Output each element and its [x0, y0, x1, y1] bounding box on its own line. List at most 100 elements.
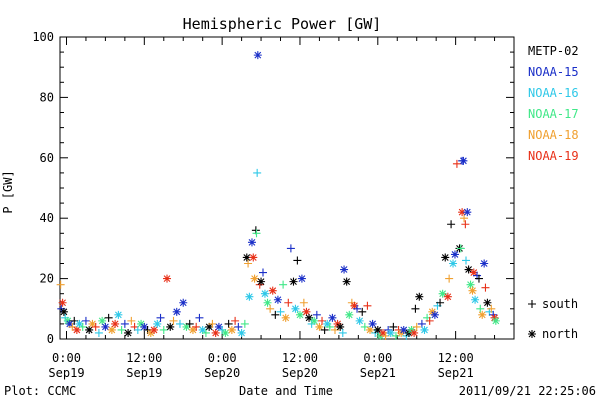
x-tick-time-label: 12:00	[438, 351, 474, 365]
south-point	[417, 319, 426, 328]
north-point	[85, 325, 94, 334]
north-point	[65, 319, 74, 328]
north-point	[443, 292, 452, 301]
north-point	[323, 319, 332, 328]
north-point	[373, 325, 382, 334]
south-point	[253, 168, 262, 177]
south-point	[78, 322, 87, 331]
north-point	[449, 259, 458, 268]
north-point	[227, 325, 236, 334]
north-point	[179, 298, 188, 307]
x-tick-time-label: 12:00	[282, 351, 318, 365]
north-point	[58, 298, 67, 307]
north-point	[249, 253, 258, 262]
north-point	[291, 304, 300, 313]
south-point	[244, 259, 253, 268]
north-point	[420, 325, 429, 334]
legend-entry: NOAA-16	[528, 86, 579, 100]
north-point	[289, 277, 298, 286]
south-point	[425, 316, 434, 325]
south-point	[271, 310, 280, 319]
north-point	[257, 277, 266, 286]
north-point	[247, 238, 256, 247]
y-tick-label: 20	[40, 272, 54, 286]
north-point	[63, 316, 72, 325]
south-point	[240, 319, 249, 328]
north-point	[368, 319, 377, 328]
marker-legend-entry: south	[528, 297, 578, 311]
north-point	[268, 286, 277, 295]
north-point	[483, 298, 492, 307]
north-point	[221, 328, 230, 337]
south-point	[312, 310, 321, 319]
south-point	[460, 214, 469, 223]
north-point	[172, 307, 181, 316]
north-point	[305, 313, 314, 322]
south-point	[456, 244, 465, 253]
south-point	[436, 298, 445, 307]
north-point	[302, 307, 311, 316]
x-tick-time-label: 0:00	[52, 351, 81, 365]
legend-entry: NOAA-18	[528, 128, 579, 142]
south-point	[325, 322, 334, 331]
south-point	[266, 304, 275, 313]
north-point	[250, 274, 259, 283]
south-point	[192, 322, 201, 331]
north-point	[214, 322, 223, 331]
north-point	[137, 319, 146, 328]
north-point	[328, 313, 337, 322]
y-axis-label: P [GW]	[1, 170, 15, 213]
north-point	[410, 328, 419, 337]
south-point	[56, 280, 65, 289]
north-point	[438, 289, 447, 298]
south-point	[411, 304, 420, 313]
north-point	[459, 156, 468, 165]
south-point	[169, 316, 178, 325]
chart-title: Hemispheric Power [GW]	[183, 15, 382, 33]
south-point	[81, 316, 90, 325]
south-point	[412, 322, 421, 331]
south-point	[120, 319, 129, 328]
north-marker-icon	[528, 330, 536, 338]
south-point	[293, 256, 302, 265]
south-marker-icon	[528, 300, 536, 308]
north-point	[466, 280, 475, 289]
north-point	[205, 322, 214, 331]
x-axis-label: Date and Time	[239, 384, 333, 398]
south-point	[284, 298, 293, 307]
x-tick-date-label: Sep20	[282, 366, 318, 380]
south-point	[320, 325, 329, 334]
y-tick-label: 60	[40, 151, 54, 165]
south-point	[286, 244, 295, 253]
south-point	[104, 313, 113, 322]
legend-entry: METP-02	[528, 44, 579, 58]
north-point	[188, 325, 197, 334]
south-point	[358, 307, 367, 316]
south-point	[474, 274, 483, 283]
north-point	[242, 253, 251, 262]
north-point	[245, 292, 254, 301]
legend-entry: NOAA-17	[528, 107, 579, 121]
south-point	[208, 319, 217, 328]
marker-legend-entry: north	[528, 327, 578, 341]
x-tick-date-label: Sep19	[126, 366, 162, 380]
north-point	[469, 268, 478, 277]
south-point	[276, 307, 285, 316]
north-point	[490, 313, 499, 322]
north-point	[471, 295, 480, 304]
marker-legend-label: south	[542, 297, 578, 311]
plot-axes: 0204060801000:00Sep1912:00Sep190:00Sep20…	[32, 30, 515, 380]
chart-legend: METP-02 NOAA-15 NOAA-16 NOAA-17 NOAA-18 NOAA-…	[528, 44, 579, 341]
south-point	[462, 256, 471, 265]
south-point	[259, 268, 268, 277]
south-point	[338, 328, 347, 337]
north-point	[450, 250, 459, 259]
data-points	[56, 51, 500, 340]
y-tick-label: 80	[40, 90, 54, 104]
north-point	[263, 298, 272, 307]
north-point	[399, 325, 408, 334]
north-point	[114, 310, 123, 319]
south-point	[231, 316, 240, 325]
north-point	[260, 289, 269, 298]
